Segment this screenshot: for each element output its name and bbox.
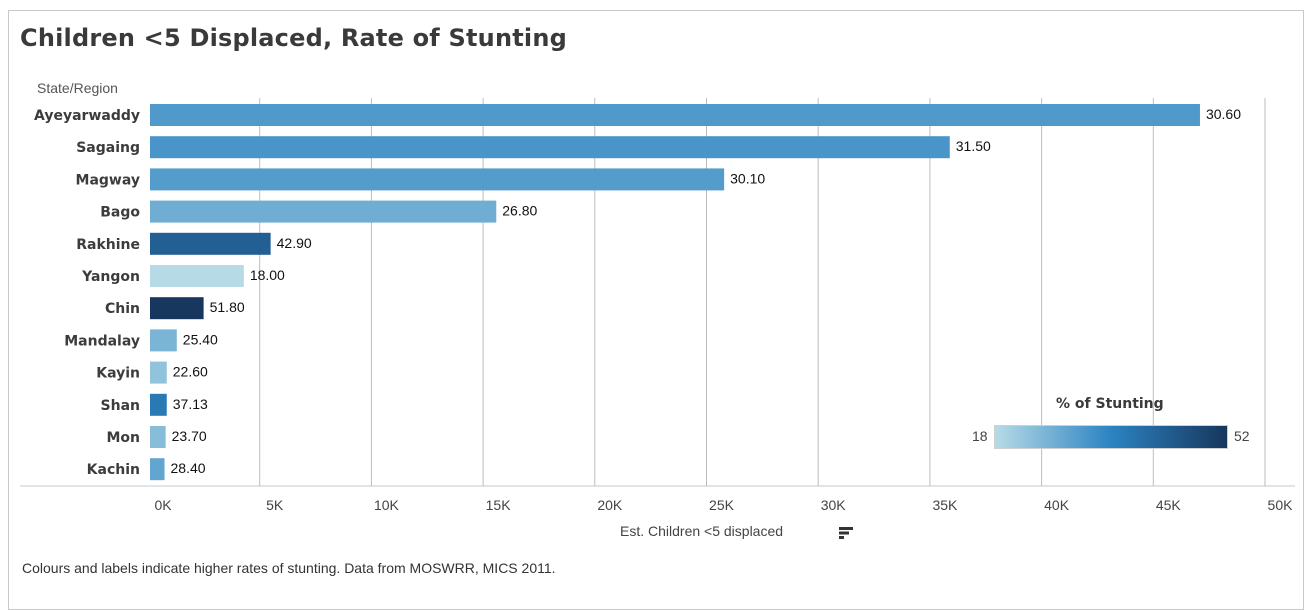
x-tick-label: 5K bbox=[266, 497, 284, 513]
category-label: Bago bbox=[100, 205, 140, 221]
category-label: Mandalay bbox=[64, 333, 140, 349]
legend-min-label: 18 bbox=[972, 428, 988, 444]
bar-yangon[interactable] bbox=[150, 265, 244, 287]
category-label: Sagaing bbox=[76, 140, 140, 156]
data-label: 37.13 bbox=[173, 396, 208, 412]
data-label: 18.00 bbox=[250, 267, 285, 283]
x-tick-label: 15K bbox=[486, 497, 512, 513]
data-label: 51.80 bbox=[210, 299, 245, 315]
category-label: Rakhine bbox=[76, 237, 140, 253]
data-label: 30.10 bbox=[730, 170, 765, 186]
category-label: Chin bbox=[105, 301, 140, 317]
bar-sagaing[interactable] bbox=[150, 136, 950, 159]
category-label: Mon bbox=[106, 430, 140, 446]
bar-mon[interactable] bbox=[150, 426, 166, 448]
x-tick-label: 20K bbox=[597, 497, 623, 513]
bar-bago[interactable] bbox=[150, 200, 497, 223]
data-label: 22.60 bbox=[173, 364, 208, 380]
bar-chart: 0K 5K 10K 15K 20K 25K 30K 35K 40K 45K 50K Ayeyarwad… bbox=[20, 98, 1295, 513]
row-header: State/Region bbox=[37, 80, 118, 96]
data-label: 30.60 bbox=[1206, 106, 1241, 122]
bar-magway[interactable] bbox=[150, 168, 725, 191]
legend-title: % of Stunting bbox=[1056, 396, 1164, 412]
x-tick-label: 35K bbox=[932, 497, 958, 513]
sort-icon[interactable] bbox=[838, 526, 854, 540]
bar-mandalay[interactable] bbox=[150, 329, 177, 352]
legend-color-ramp bbox=[994, 425, 1228, 449]
x-tick-label: 30K bbox=[821, 497, 847, 513]
category-label: Yangon bbox=[81, 269, 140, 285]
legend-max-label: 52 bbox=[1234, 428, 1250, 444]
category-label: Kachin bbox=[87, 462, 140, 478]
category-label: Kayin bbox=[96, 366, 140, 382]
data-label: 23.70 bbox=[172, 428, 207, 444]
category-label: Magway bbox=[76, 172, 140, 188]
bar-chin[interactable] bbox=[150, 297, 204, 320]
x-tick-label: 0K bbox=[154, 497, 172, 513]
x-tick-label: 50K bbox=[1268, 497, 1294, 513]
category-label: Ayeyarwaddy bbox=[34, 108, 140, 124]
data-label: 25.40 bbox=[183, 331, 218, 347]
x-tick-label: 45K bbox=[1156, 497, 1182, 513]
bar-kachin[interactable] bbox=[150, 458, 165, 481]
bar-shan[interactable] bbox=[150, 393, 167, 416]
category-label: Shan bbox=[101, 398, 140, 414]
x-tick-label: 25K bbox=[709, 497, 735, 513]
caption: Colours and labels indicate higher rates… bbox=[22, 560, 556, 576]
data-label: 28.40 bbox=[171, 460, 206, 476]
bar-kayin[interactable] bbox=[150, 361, 167, 384]
x-tick-label: 40K bbox=[1044, 497, 1070, 513]
x-tick-label: 10K bbox=[374, 497, 400, 513]
bar-ayeyarwaddy[interactable] bbox=[150, 104, 1200, 126]
data-label: 31.50 bbox=[956, 138, 991, 154]
bar-rakhine[interactable] bbox=[150, 232, 271, 255]
data-label: 42.90 bbox=[277, 235, 312, 251]
data-label: 26.80 bbox=[502, 203, 537, 219]
x-axis-label: Est. Children <5 displaced bbox=[620, 523, 784, 539]
chart-title: Children <5 Displaced, Rate of Stunting bbox=[20, 24, 568, 52]
